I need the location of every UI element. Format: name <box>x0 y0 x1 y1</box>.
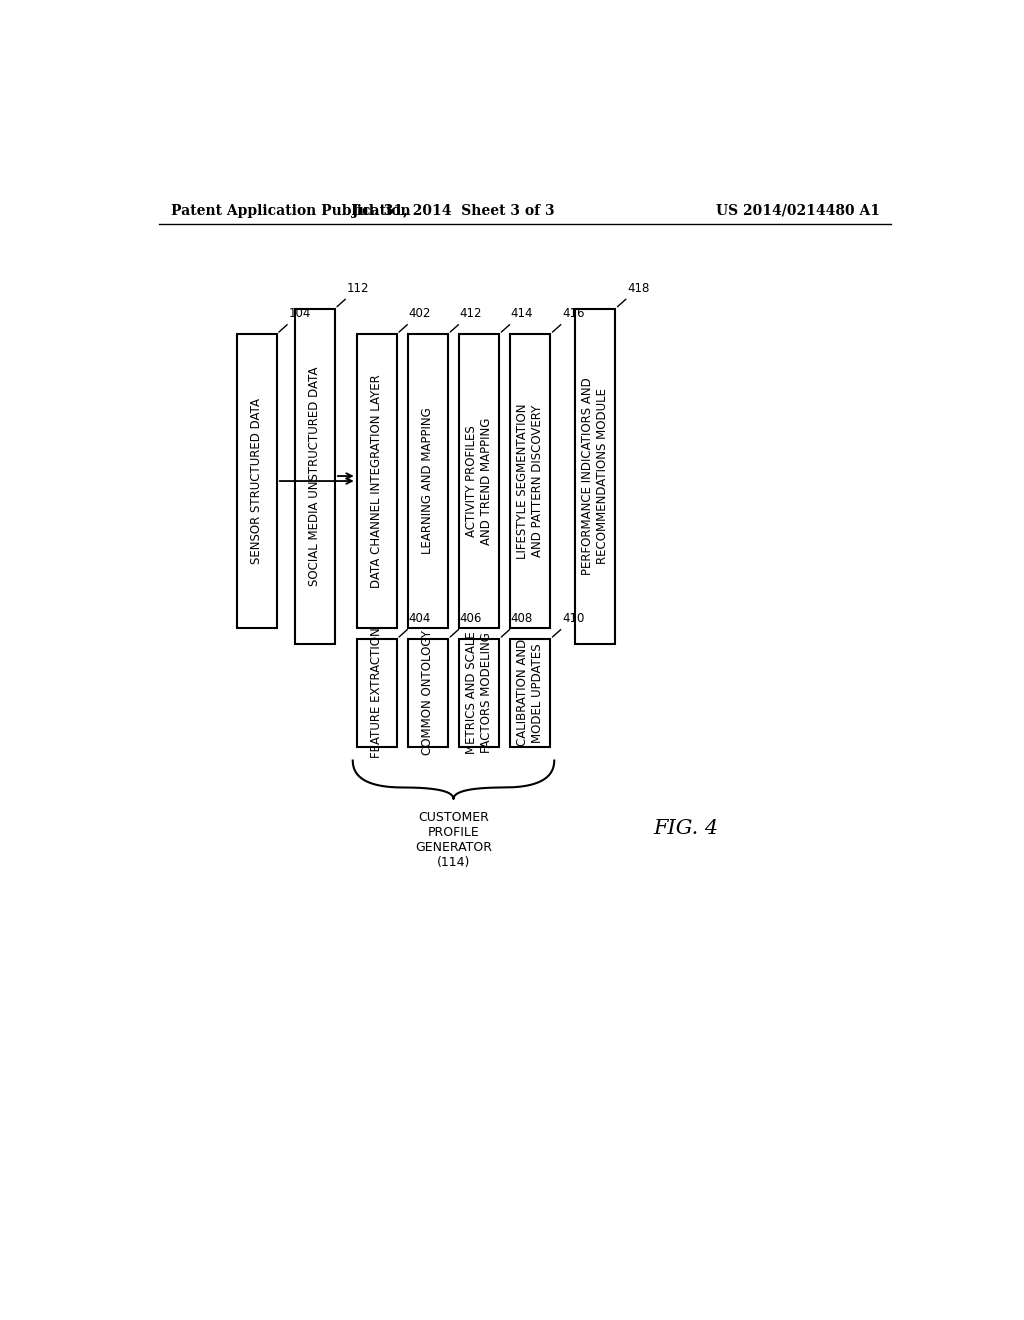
Text: 406: 406 <box>451 612 482 638</box>
Text: METRICS AND SCALE
FACTORS MODELING: METRICS AND SCALE FACTORS MODELING <box>465 631 494 754</box>
Text: 410: 410 <box>552 612 585 638</box>
Text: DATA CHANNEL INTEGRATION LAYER: DATA CHANNEL INTEGRATION LAYER <box>371 374 383 587</box>
Text: 402: 402 <box>399 308 431 333</box>
Text: LEARNING AND MAPPING: LEARNING AND MAPPING <box>422 408 434 554</box>
Text: FEATURE EXTRACTION: FEATURE EXTRACTION <box>371 627 383 758</box>
Text: COMMON ONTOLOGY: COMMON ONTOLOGY <box>422 630 434 755</box>
Bar <box>510 334 550 628</box>
Bar <box>575 309 615 644</box>
Text: CUSTOMER
PROFILE
GENERATOR
(114): CUSTOMER PROFILE GENERATOR (114) <box>415 810 492 869</box>
Text: SOCIAL MEDIA UNSTRUCTURED DATA: SOCIAL MEDIA UNSTRUCTURED DATA <box>308 366 322 586</box>
Text: ACTIVITY PROFILES
AND TREND MAPPING: ACTIVITY PROFILES AND TREND MAPPING <box>465 417 494 545</box>
Bar <box>356 334 397 628</box>
Bar <box>459 639 500 747</box>
Bar <box>295 309 335 644</box>
Bar <box>237 334 276 628</box>
Text: CALIBRATION AND
MODEL UPDATES: CALIBRATION AND MODEL UPDATES <box>516 639 544 746</box>
Text: 412: 412 <box>451 308 482 333</box>
Bar <box>408 334 449 628</box>
Text: 414: 414 <box>502 308 534 333</box>
Text: 112: 112 <box>337 281 369 306</box>
Bar <box>408 639 449 747</box>
Text: 104: 104 <box>279 308 311 333</box>
Bar <box>510 639 550 747</box>
Text: PERFORMANCE INDICATIORS AND
RECOMMENDATIONS MODULE: PERFORMANCE INDICATIORS AND RECOMMENDATI… <box>582 378 609 576</box>
Text: US 2014/0214480 A1: US 2014/0214480 A1 <box>716 203 880 218</box>
Text: 408: 408 <box>502 612 534 638</box>
Bar <box>356 639 397 747</box>
Bar <box>459 334 500 628</box>
Text: 416: 416 <box>553 308 585 333</box>
Text: LIFESTYLE SEGMENTATION
AND PATTERN DISCOVERY: LIFESTYLE SEGMENTATION AND PATTERN DISCO… <box>516 404 544 558</box>
Text: Patent Application Publication: Patent Application Publication <box>171 203 411 218</box>
Text: FIG. 4: FIG. 4 <box>653 818 719 838</box>
Text: 404: 404 <box>399 612 431 638</box>
Text: Jul. 31, 2014  Sheet 3 of 3: Jul. 31, 2014 Sheet 3 of 3 <box>352 203 555 218</box>
Text: SENSOR STRUCTURED DATA: SENSOR STRUCTURED DATA <box>250 399 263 564</box>
Text: 418: 418 <box>617 281 649 306</box>
